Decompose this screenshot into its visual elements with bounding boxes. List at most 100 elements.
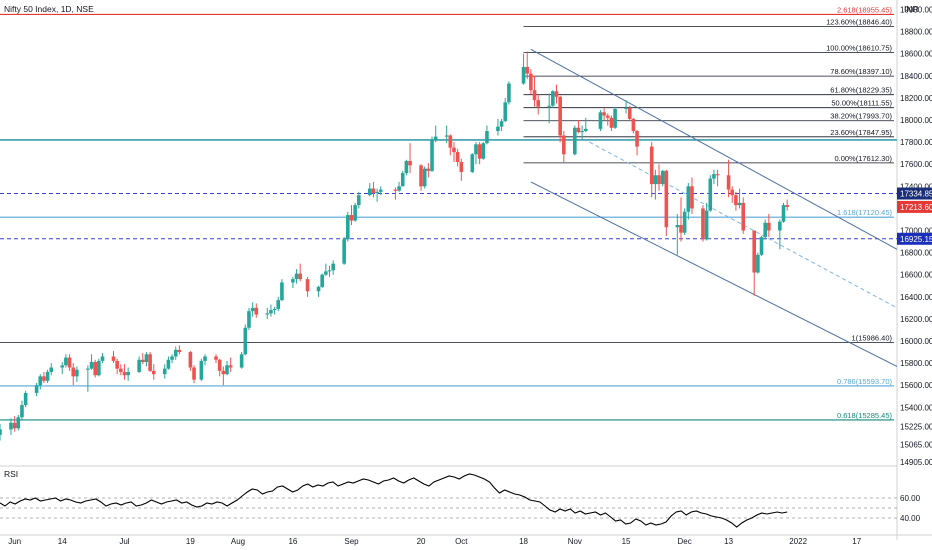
price-tick-label: 16600.00 [900, 271, 932, 280]
candle-body [419, 165, 423, 187]
candle-body [42, 376, 46, 381]
fib-level-label: 23.60%(17847.95) [830, 128, 892, 137]
time-tick-label: Jun [8, 537, 21, 546]
candle [785, 199, 789, 211]
candle-body [23, 392, 28, 406]
candle [631, 117, 636, 134]
candle-body [71, 367, 76, 377]
candle-body [496, 126, 500, 132]
time-tick-label: Sep [344, 537, 359, 546]
candle [422, 166, 427, 189]
candle [12, 416, 17, 432]
candle-body [741, 202, 746, 231]
candle [737, 188, 742, 209]
candle [349, 205, 354, 225]
channel-upper-line [530, 48, 898, 250]
candle [199, 358, 204, 381]
candle-body [609, 117, 614, 128]
candle [148, 352, 152, 372]
candle [170, 354, 174, 364]
price-tag-box [897, 200, 932, 213]
candle [613, 106, 617, 129]
candle-body [269, 310, 273, 314]
price-tick-label: 18000.00 [900, 116, 932, 125]
candle-body [12, 422, 17, 429]
candle [521, 53, 526, 85]
candle-body [0, 429, 2, 435]
fib-level-label: 123.60%(18846.40) [826, 17, 892, 26]
candle [342, 237, 346, 265]
candle [452, 142, 456, 163]
candle-body [192, 367, 196, 380]
candle-body [140, 359, 145, 363]
candle-body [675, 224, 680, 228]
candle [660, 169, 665, 187]
candle [609, 115, 614, 132]
candle-body [459, 162, 464, 172]
candle [378, 186, 383, 196]
candle-body [778, 221, 782, 231]
candle [485, 125, 489, 145]
candle-body [247, 311, 251, 328]
candle [225, 360, 229, 376]
time-tick-label: 2022 [789, 537, 807, 546]
time-tick-label: Oct [455, 537, 468, 546]
candle-body [45, 371, 50, 381]
candle-body [624, 107, 628, 109]
candle-body [573, 127, 577, 155]
rsi-tick-label: 60.00 [900, 494, 921, 503]
candle-body [408, 160, 412, 166]
candle [675, 213, 680, 255]
candle-body [276, 300, 281, 309]
candle-body [188, 352, 193, 368]
candle [664, 169, 669, 237]
candle-body [173, 349, 178, 357]
candle-body [536, 100, 540, 107]
candle-body [250, 307, 255, 312]
candle-body [433, 136, 438, 140]
candle-body [602, 112, 606, 116]
candle-body [400, 173, 405, 187]
candle [477, 142, 482, 165]
candle-body [613, 108, 617, 128]
candle [49, 363, 54, 376]
candle [682, 208, 687, 235]
candle-body [701, 208, 705, 240]
candle [741, 197, 746, 234]
candle [653, 169, 658, 200]
candle [320, 273, 324, 288]
candle [730, 186, 735, 203]
candle [598, 110, 603, 132]
candle-body [404, 160, 409, 174]
candle-body [726, 175, 731, 190]
candle-body [422, 168, 427, 187]
price-tag-box [897, 232, 932, 245]
candle-body [243, 327, 248, 355]
price-tick-label: 16800.00 [900, 249, 932, 258]
candle [649, 142, 654, 198]
candle-body [239, 354, 244, 368]
candle [529, 69, 533, 95]
candle-body [598, 112, 603, 129]
candle [448, 134, 453, 156]
candle-body [756, 254, 760, 273]
candle-body [580, 131, 584, 133]
candle [763, 219, 767, 240]
candle-body [474, 144, 478, 155]
candle [375, 188, 379, 202]
candle-body [9, 422, 13, 430]
candle-body [759, 237, 764, 255]
candle [247, 307, 251, 330]
candle-body [20, 405, 24, 418]
candle [86, 365, 90, 392]
candle-body [119, 368, 123, 372]
candle-body [353, 205, 357, 221]
candle [162, 364, 167, 379]
channel-layer [530, 48, 898, 367]
candle-body [148, 354, 152, 371]
price-tick-label: 17600.00 [900, 160, 932, 169]
candle [269, 304, 273, 317]
candle [89, 354, 94, 370]
